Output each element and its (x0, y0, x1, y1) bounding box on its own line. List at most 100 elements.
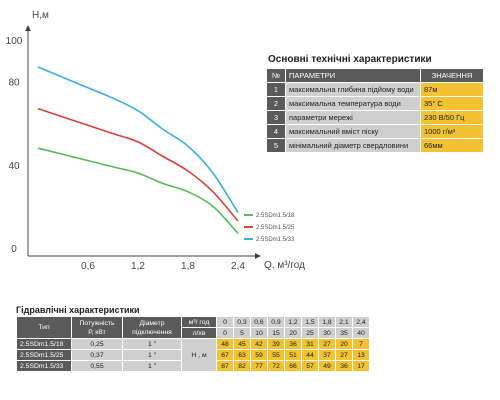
legend-entry: 2.5SDm1.5/25 (256, 225, 295, 231)
x-tick-label: 1,8 (181, 261, 195, 272)
specs-table: № ПАРАМЕТРИ ЗНАЧЕННЯ 1 максимальна глибин… (266, 68, 484, 153)
specs-row-param: максимальна глибина підйому води (286, 83, 420, 96)
x-axis-arrow (255, 253, 261, 259)
hyd-q-m3-value: 1,2 (285, 317, 301, 327)
specs-row-param: максимальна температура води (286, 97, 420, 110)
hyd-q-l-value: 25 (302, 328, 318, 338)
hydraulic-header-row: л/хв 0 5 10 15 20 25 30 35 40 (17, 328, 369, 338)
specs-row: 4 максимальний вміст піску 1000 г/м³ (267, 125, 483, 138)
hyd-q-m3-value: 1,8 (319, 317, 335, 327)
hyd-header-type: Тип (17, 317, 71, 338)
hyd-head-value: 13 (353, 350, 369, 360)
hyd-model-type: 2.5SDm1.5/25 (17, 350, 71, 360)
hyd-q-m3-value: 0,6 (251, 317, 267, 327)
hyd-head-value: 42 (251, 339, 267, 349)
hyd-q-m3-value: 0,3 (234, 317, 250, 327)
specs-row-param: мінімальний діаметр свердловини (286, 139, 420, 152)
hyd-model-power: 0,25 (72, 339, 122, 349)
y-tick-label: 100 (6, 36, 23, 47)
y-tick-label: 80 (8, 78, 20, 89)
hyd-model-power: 0,55 (72, 361, 122, 371)
hydraulic-model-row: 2.5SDm1.5/18 0,25 1 " Н , м 48 45 42 39 36 31 27 20… (17, 339, 369, 371)
specs-row-no: 3 (267, 111, 285, 124)
legend-entry: 2.5SDm1.5/33 (256, 237, 295, 243)
y-tick-label: 0 (11, 244, 17, 255)
legend-entry: 2.5SDm1.5/18 (256, 213, 295, 219)
hyd-head-value: 49 (319, 361, 335, 371)
specs-title: Основні технічні характеристики (268, 54, 432, 65)
specs-row-value: 87м (421, 83, 483, 96)
hyd-head-value: 37 (319, 350, 335, 360)
specs-row-value: 35° С (421, 97, 483, 110)
hyd-q-l-value: 15 (268, 328, 284, 338)
hyd-head-value: 7 (353, 339, 369, 349)
specs-row: 3 параметри мережі 230 В/50 Гц (267, 111, 483, 124)
specs-header-row: № ПАРАМЕТРИ ЗНАЧЕННЯ (267, 69, 483, 82)
hyd-model-diam: 1 " (123, 350, 181, 360)
specs-row: 1 максимальна глибина підйому води 87м (267, 83, 483, 96)
hyd-head-value: 48 (217, 339, 233, 349)
y-axis-label: H,м (32, 10, 49, 21)
specs-row-value: 66мм (421, 139, 483, 152)
hyd-head-value: 87 (217, 361, 233, 371)
hyd-head-value: 72 (268, 361, 284, 371)
specs-header-param: ПАРАМЕТРИ (286, 69, 420, 82)
hyd-head-value: 20 (336, 339, 352, 349)
hyd-model-type: 2.5SDm1.5/18 (17, 339, 71, 349)
hyd-q-l-value: 20 (285, 328, 301, 338)
hydraulic-header-row: Тип Потужність Р, кВт Діаметр підключення м… (17, 317, 369, 338)
hyd-q-m3-value: 0,9 (268, 317, 284, 327)
hyd-head-value: 27 (336, 350, 352, 360)
hyd-head-value: 36 (336, 361, 352, 371)
hyd-head-value: 82 (234, 361, 250, 371)
hyd-head-value: 17 (353, 361, 369, 371)
hyd-header-power: Потужність Р, кВт (72, 317, 122, 338)
y-tick-label: 40 (8, 161, 20, 172)
hydraulic-title: Гідравлічні характеристики (16, 305, 140, 315)
hyd-q-l-value: 40 (353, 328, 369, 338)
hyd-header-h: Н , м (182, 339, 216, 371)
hyd-head-value: 59 (251, 350, 267, 360)
hyd-head-value: 44 (302, 350, 318, 360)
specs-row-no: 2 (267, 97, 285, 110)
hydraulic-model-row: 2.5SDm1.5/25 0,37 1 " 67 63 59 55 51 44 37 27 13 (17, 350, 369, 360)
hyd-header-diam: Діаметр підключення (123, 317, 181, 338)
y-axis-arrow (25, 25, 31, 31)
specs-header-no: № (267, 69, 285, 82)
specs-row-value: 230 В/50 Гц (421, 111, 483, 124)
hyd-model-diam: 1 " (123, 361, 181, 371)
hyd-q-m3-value: 2,1 (336, 317, 352, 327)
x-axis-label: Q, м³/год (264, 260, 305, 271)
hyd-model-power: 0,37 (72, 350, 122, 360)
specs-row: 2 максимальна температура води 35° С (267, 97, 483, 110)
specs-row-param: максимальний вміст піску (286, 125, 420, 138)
hyd-head-value: 36 (285, 339, 301, 349)
specs-row-no: 4 (267, 125, 285, 138)
specs-row-value: 1000 г/м³ (421, 125, 483, 138)
specs-row-param: параметри мережі (286, 111, 420, 124)
specs-row-no: 5 (267, 139, 285, 152)
hyd-head-value: 66 (285, 361, 301, 371)
x-tick-label: 1,2 (131, 261, 145, 272)
hyd-q-l-value: 35 (336, 328, 352, 338)
hydraulic-table: Тип Потужність Р, кВт Діаметр підключення м… (16, 316, 370, 372)
series-line (37, 66, 239, 214)
hyd-head-value: 63 (234, 350, 250, 360)
hyd-head-value: 57 (302, 361, 318, 371)
hyd-head-value: 39 (268, 339, 284, 349)
hyd-q-l-value: 10 (251, 328, 267, 338)
hyd-head-value: 51 (285, 350, 301, 360)
x-tick-label: 2,4 (231, 261, 245, 272)
hyd-model-diam: 1 " (123, 339, 181, 349)
x-tick-label: 0,6 (81, 261, 95, 272)
series-line (37, 107, 239, 222)
hyd-head-value: 31 (302, 339, 318, 349)
series-line (37, 147, 239, 234)
hyd-header-q-l: л/хв (182, 328, 216, 338)
hyd-head-value: 77 (251, 361, 267, 371)
hyd-q-m3-value: 2,4 (353, 317, 369, 327)
hyd-head-value: 55 (268, 350, 284, 360)
hyd-header-q-m3: м³/ год (182, 317, 216, 327)
hyd-q-m3-value: 1,5 (302, 317, 318, 327)
specs-header-value: ЗНАЧЕННЯ (421, 69, 483, 82)
